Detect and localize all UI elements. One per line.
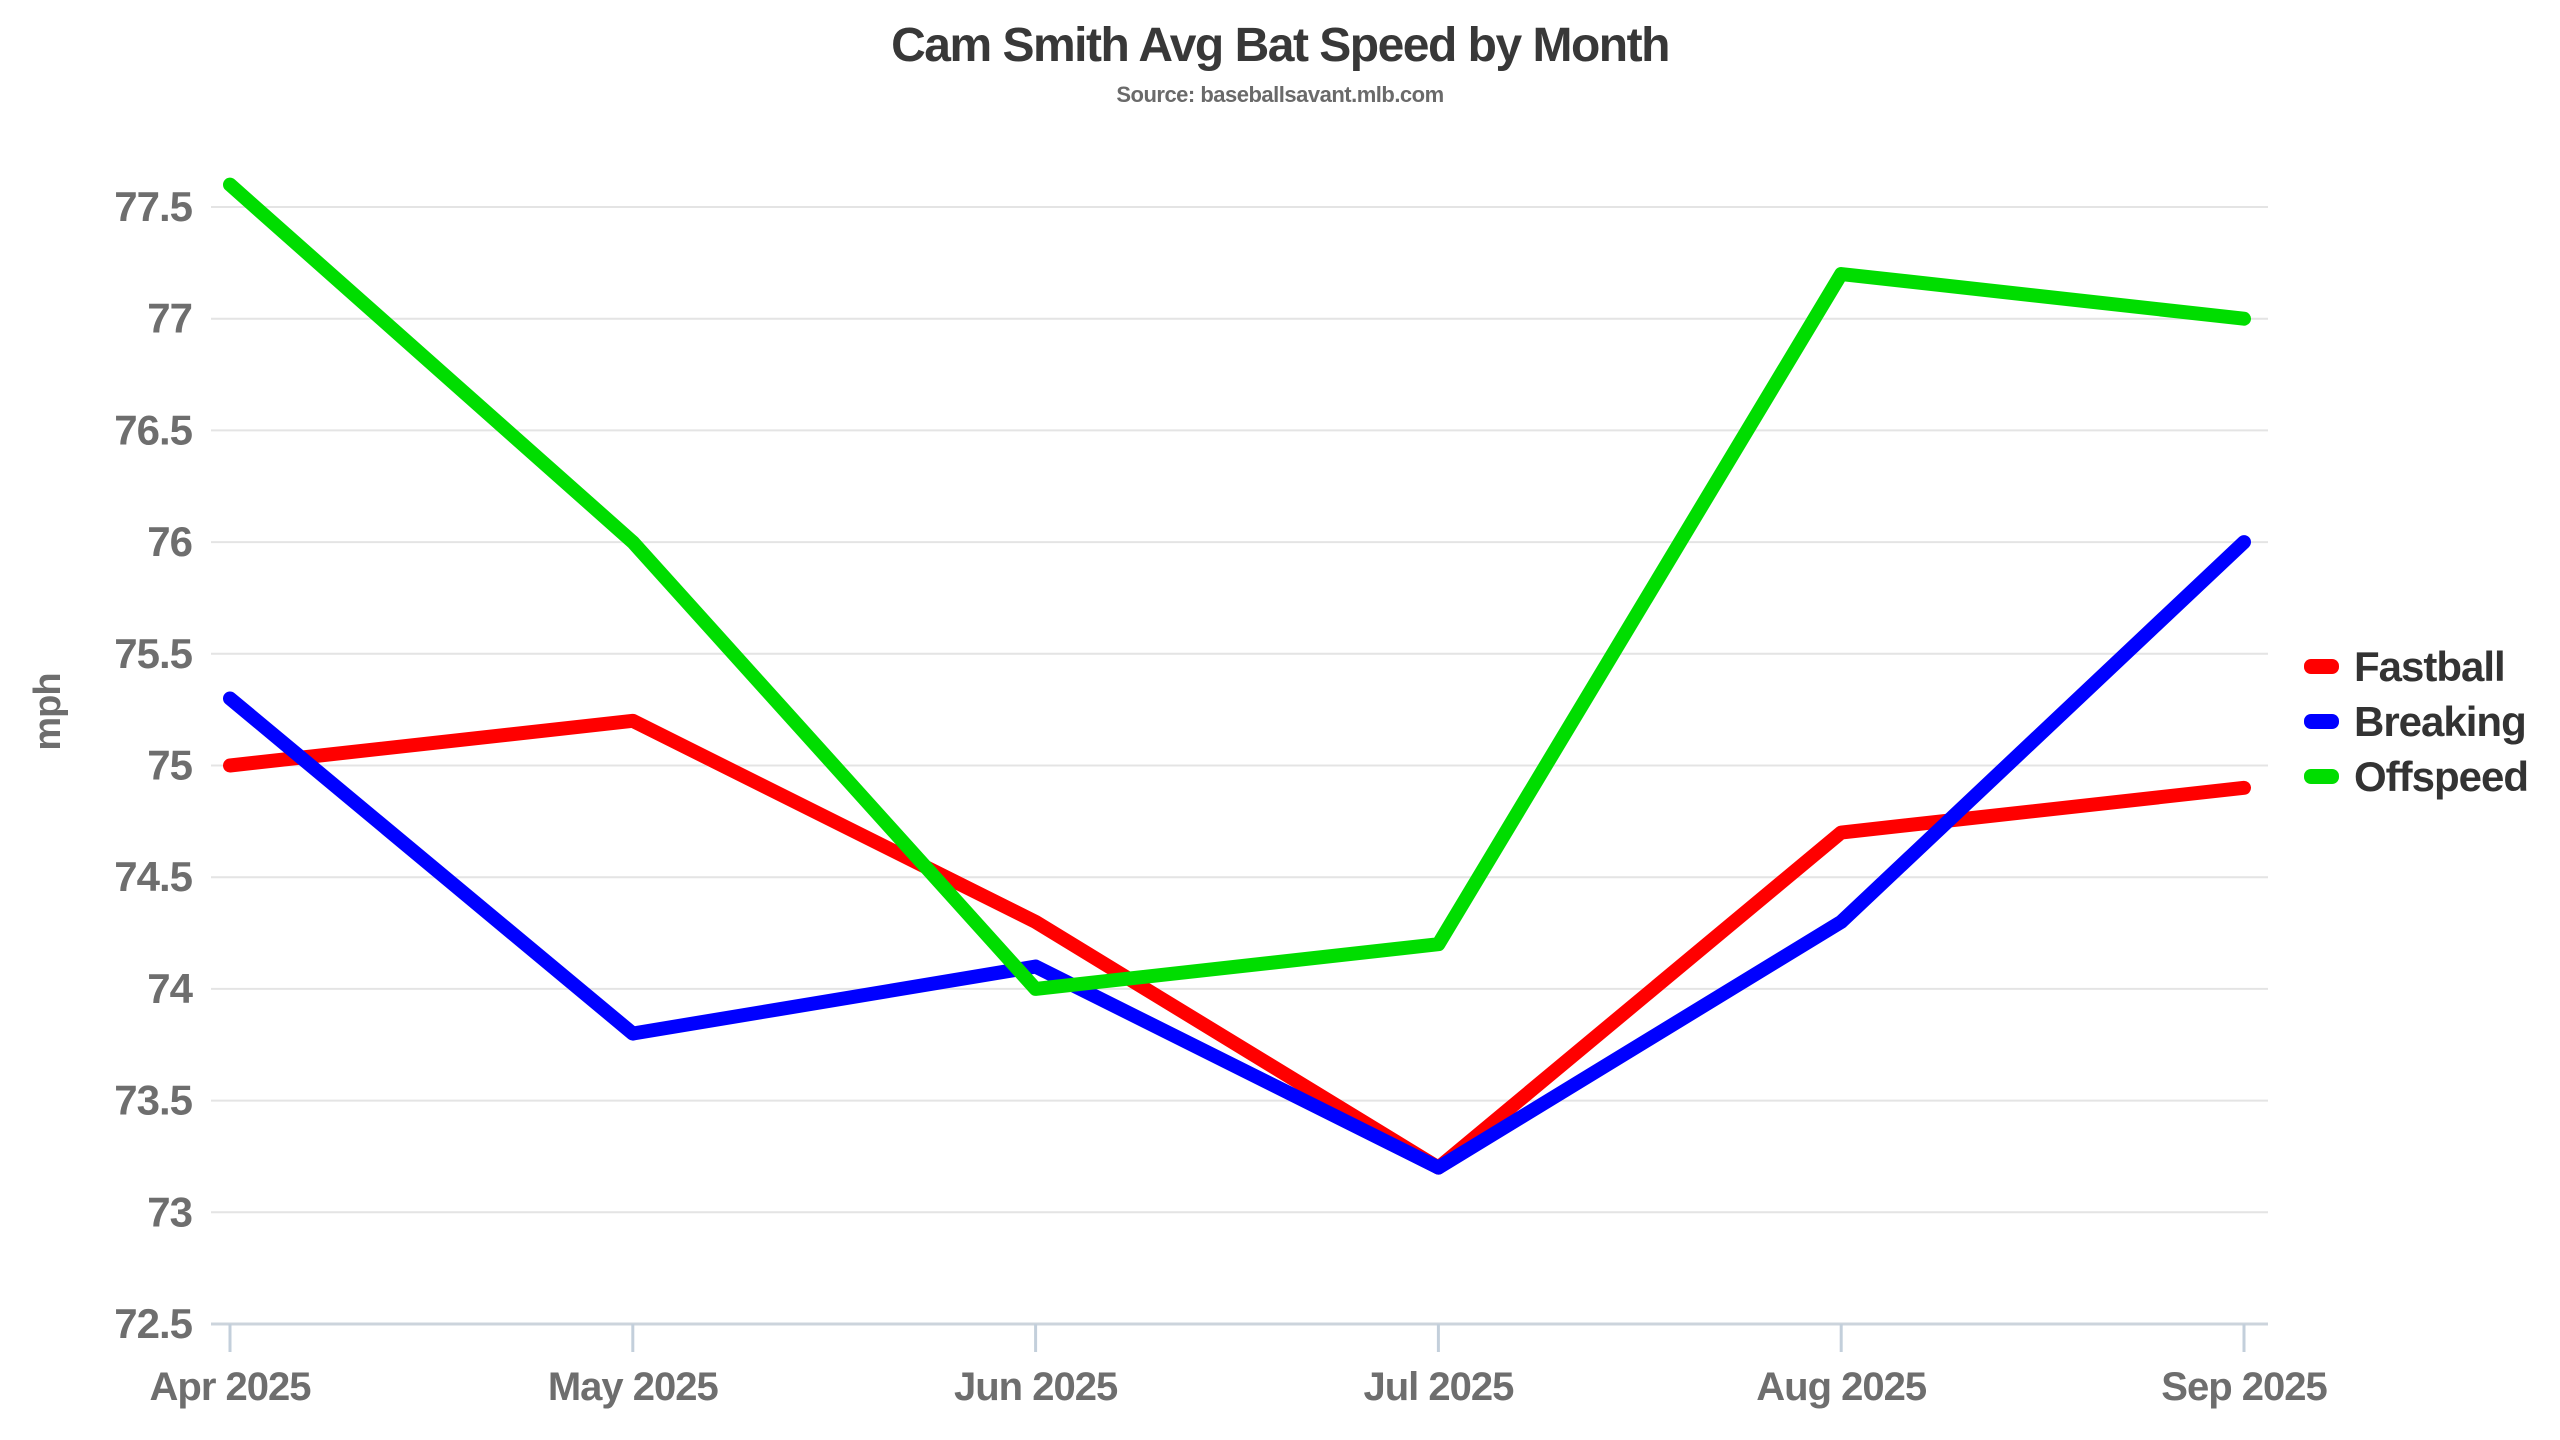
- series-lines: [223, 177, 2251, 1175]
- legend-item-breaking: Breaking: [2304, 694, 2528, 749]
- x-axis: [228, 1324, 2246, 1352]
- y-tick-label: 76.5: [114, 406, 192, 453]
- y-tick-label: 72.5: [114, 1300, 192, 1347]
- legend-swatch-offspeed: [2304, 769, 2339, 784]
- legend-label-offspeed: Offspeed: [2354, 752, 2529, 800]
- y-tick-label: 74.5: [114, 853, 192, 900]
- x-tick-label: Jun 2025: [954, 1365, 1118, 1409]
- axis-labels: 72.5 73 73.5 74 74.5 75 75.5 76 76.5 77 77.5 Apr 20…: [114, 183, 2328, 1409]
- legend-swatch-fastball: [2304, 659, 2339, 674]
- x-tick-label: Sep 2025: [2161, 1365, 2327, 1409]
- y-tick-label: 77.5: [114, 183, 192, 230]
- series-line-fastball: [223, 713, 2251, 1175]
- y-tick-label: 74: [147, 965, 193, 1012]
- gridlines: [211, 206, 2268, 1326]
- y-tick-label: 77: [147, 295, 192, 342]
- legend-label-fastball: Fastball: [2354, 642, 2506, 690]
- legend: Fastball Breaking Offspeed: [2304, 639, 2529, 804]
- x-tick-label: Aug 2025: [1756, 1365, 1927, 1409]
- legend-swatch-breaking: [2304, 714, 2339, 729]
- x-tick-label: Apr 2025: [150, 1365, 312, 1409]
- series-line-breaking: [223, 535, 2251, 1175]
- legend-item-fastball: Fastball: [2304, 639, 2528, 694]
- chart-title: Cam Smith Avg Bat Speed by Month: [891, 19, 1670, 72]
- legend-item-offspeed: Offspeed: [2304, 749, 2529, 804]
- x-tick-label: Jul 2025: [1363, 1365, 1514, 1409]
- y-axis-title: mph: [27, 673, 69, 750]
- y-tick-label: 75.5: [114, 630, 192, 677]
- y-tick-label: 76: [147, 518, 192, 565]
- legend-label-breaking: Breaking: [2354, 697, 2527, 745]
- chart-subtitle: Source: baseballsavant.mlb.com: [1116, 82, 1444, 107]
- y-tick-label: 75: [147, 742, 192, 789]
- series-line-offspeed: [223, 177, 2251, 996]
- x-tick-label: May 2025: [548, 1365, 719, 1409]
- y-tick-label: 73.5: [114, 1077, 192, 1124]
- y-tick-label: 73: [147, 1188, 192, 1235]
